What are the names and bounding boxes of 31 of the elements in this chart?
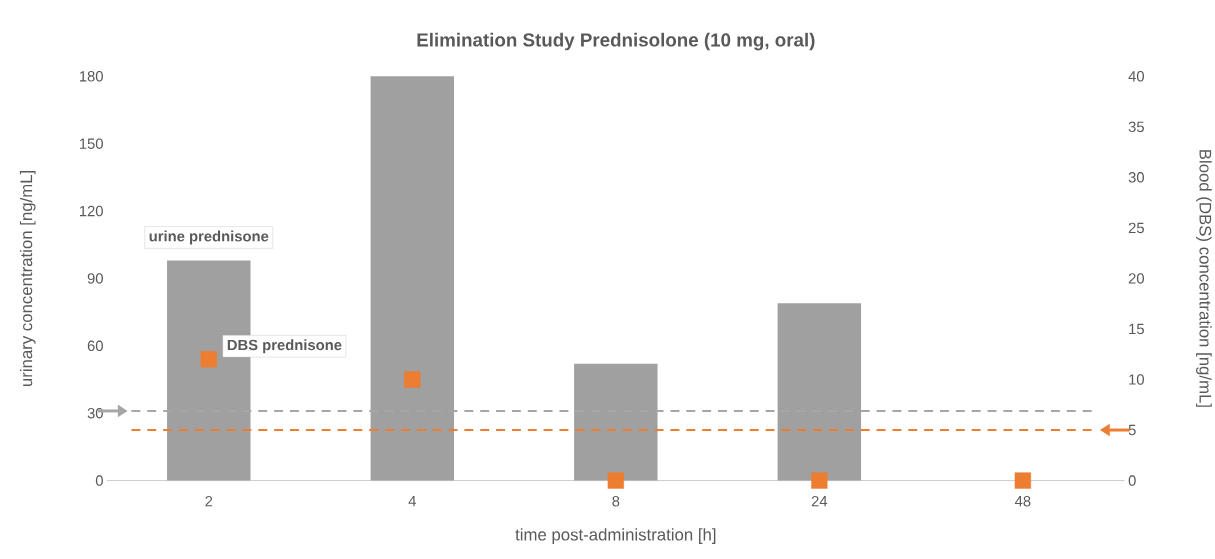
x-tick-label: 2 [205, 496, 213, 507]
point [404, 371, 421, 388]
y2-tick-label: 20 [1128, 273, 1144, 284]
y2-tick-label: 40 [1128, 71, 1144, 82]
y-axis-title: urinary concentration [ng/mL] [19, 171, 36, 387]
y2-tick-label: 10 [1129, 374, 1144, 385]
x-tick-label: 48 [1014, 496, 1031, 507]
point [1014, 472, 1031, 489]
y2-tick-label: 5 [1128, 424, 1136, 436]
point [811, 472, 828, 489]
x-tick-label: 8 [612, 496, 620, 507]
chart-title: Elimination Study Prednisolone (10 mg, oral) [417, 32, 815, 51]
y2-tick-label: 35 [1128, 121, 1144, 133]
y-tick-label: 120 [79, 205, 103, 217]
x-tick-label: 24 [811, 496, 828, 507]
y-tick-label: 150 [79, 138, 103, 149]
y2-tick-label: 25 [1128, 222, 1144, 234]
x-tick-label: 4 [408, 496, 416, 507]
point [607, 472, 624, 489]
y2-tick-label: 0 [1128, 475, 1136, 486]
y-tick-label: 90 [87, 273, 103, 284]
y2-axis-title: Blood (DBS) concentration [ng/mL] [1196, 150, 1212, 407]
point [200, 351, 217, 368]
y-tick-label: 0 [95, 475, 103, 486]
series-label: urine prednisone [149, 230, 269, 245]
x-axis-title: time post-administration [h] [515, 528, 716, 544]
y2-tick-label: 15 [1129, 323, 1144, 335]
y2-tick-label: 30 [1128, 172, 1144, 183]
y-tick-label: 60 [87, 340, 103, 352]
series-label: DBS prednisone [227, 339, 342, 354]
y-tick-label: 180 [79, 71, 103, 82]
